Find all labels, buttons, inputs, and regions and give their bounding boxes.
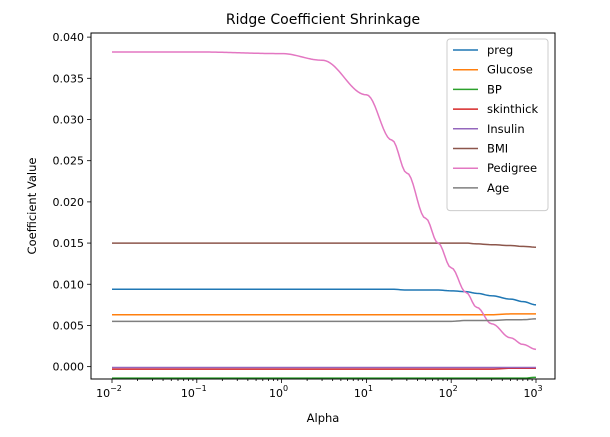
legend-label: BMI xyxy=(487,142,508,156)
x-tick-label: 10−2 xyxy=(96,384,122,400)
legend-label: Pedigree xyxy=(487,161,537,175)
y-tick-label: 0.005 xyxy=(53,319,85,332)
series-line-pedigree xyxy=(112,51,537,351)
x-tick-label: 100 xyxy=(269,384,288,400)
legend: preg Glucose BP skinthick Insulin BMI Pedigree… xyxy=(446,38,549,212)
legend-label: Age xyxy=(487,181,509,195)
y-tick-label: 0.000 xyxy=(53,361,85,374)
y-tick-label: 0.040 xyxy=(53,31,85,44)
y-tick-label: 0.030 xyxy=(53,114,85,127)
legend-label: Glucose xyxy=(487,63,533,77)
x-tick-label: 103 xyxy=(523,384,542,400)
series-line-skinthick xyxy=(112,367,536,370)
y-tick-label: 0.015 xyxy=(53,237,85,250)
series-line-bp xyxy=(112,376,537,379)
legend-label: preg xyxy=(487,43,513,57)
series-layer xyxy=(112,51,537,379)
x-tick-label: 101 xyxy=(354,384,373,400)
plot-area xyxy=(90,32,556,380)
y-tick-label: 0.025 xyxy=(53,155,85,168)
x-axis: 10−2 10−1 100 101 102 103 xyxy=(96,379,543,400)
chart-title: Ridge Coefficient Shrinkage xyxy=(226,12,420,28)
y-axis-label: Coefficient Value xyxy=(25,158,39,255)
legend-label: BP xyxy=(487,82,502,96)
x-tick-label: 102 xyxy=(439,384,458,400)
series-line-glucose xyxy=(112,313,536,316)
y-tick-label: 0.035 xyxy=(53,72,85,85)
y-tick-label: 0.020 xyxy=(53,196,85,209)
x-axis-label: Alpha xyxy=(307,411,340,425)
series-line-age xyxy=(112,318,537,323)
series-line-bmi xyxy=(112,242,537,248)
x-tick-label: 10−1 xyxy=(181,384,207,400)
legend-label: Insulin xyxy=(487,122,525,136)
y-tick-label: 0.010 xyxy=(53,278,85,291)
legend-label: skinthick xyxy=(487,102,538,116)
y-axis: 0.000 0.005 0.010 0.015 0.020 0.025 0.030 0.035… xyxy=(53,31,91,374)
